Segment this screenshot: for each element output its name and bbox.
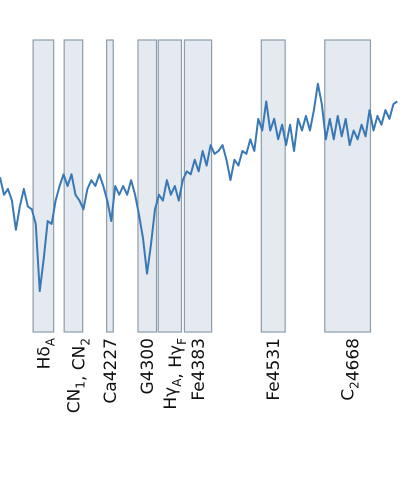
band-label: Ca4227 xyxy=(101,338,121,404)
index-band xyxy=(183,39,213,333)
label-text: , Hγ xyxy=(166,345,186,379)
label-subscript: A xyxy=(43,337,57,346)
label-text: Hδ xyxy=(34,346,54,369)
spectrum-line xyxy=(0,82,398,293)
label-text: , CN xyxy=(69,346,89,381)
label-subscript: F xyxy=(175,338,189,345)
band-label: HδA xyxy=(34,337,57,369)
index-band xyxy=(157,39,183,333)
label-text: C xyxy=(339,389,359,401)
index-band xyxy=(324,39,372,333)
band-label: G4300 xyxy=(138,338,158,394)
band-label: C24668 xyxy=(339,338,364,401)
label-subscript: 2 xyxy=(348,381,362,389)
index-band xyxy=(260,39,286,333)
label-subscript: 1 xyxy=(73,381,87,389)
label-text: Fe4383 xyxy=(189,338,209,401)
label-text: 4668 xyxy=(344,338,364,381)
label-subscript: A xyxy=(170,378,184,387)
label-subscript: 2 xyxy=(78,338,92,346)
label-text: Fe4531 xyxy=(264,338,284,401)
band-label: CN1, CN2 xyxy=(64,338,92,413)
label-text: CN xyxy=(64,389,84,414)
label-text: G4300 xyxy=(138,338,158,394)
index-band xyxy=(32,39,55,333)
index-band xyxy=(137,39,158,333)
label-text: Ca4227 xyxy=(101,338,121,404)
index-band xyxy=(106,39,114,333)
band-label: HγA, HγF xyxy=(161,338,189,410)
band-label: Fe4383 xyxy=(189,338,209,401)
band-label: Fe4531 xyxy=(264,338,284,401)
label-text: Hγ xyxy=(161,387,181,410)
